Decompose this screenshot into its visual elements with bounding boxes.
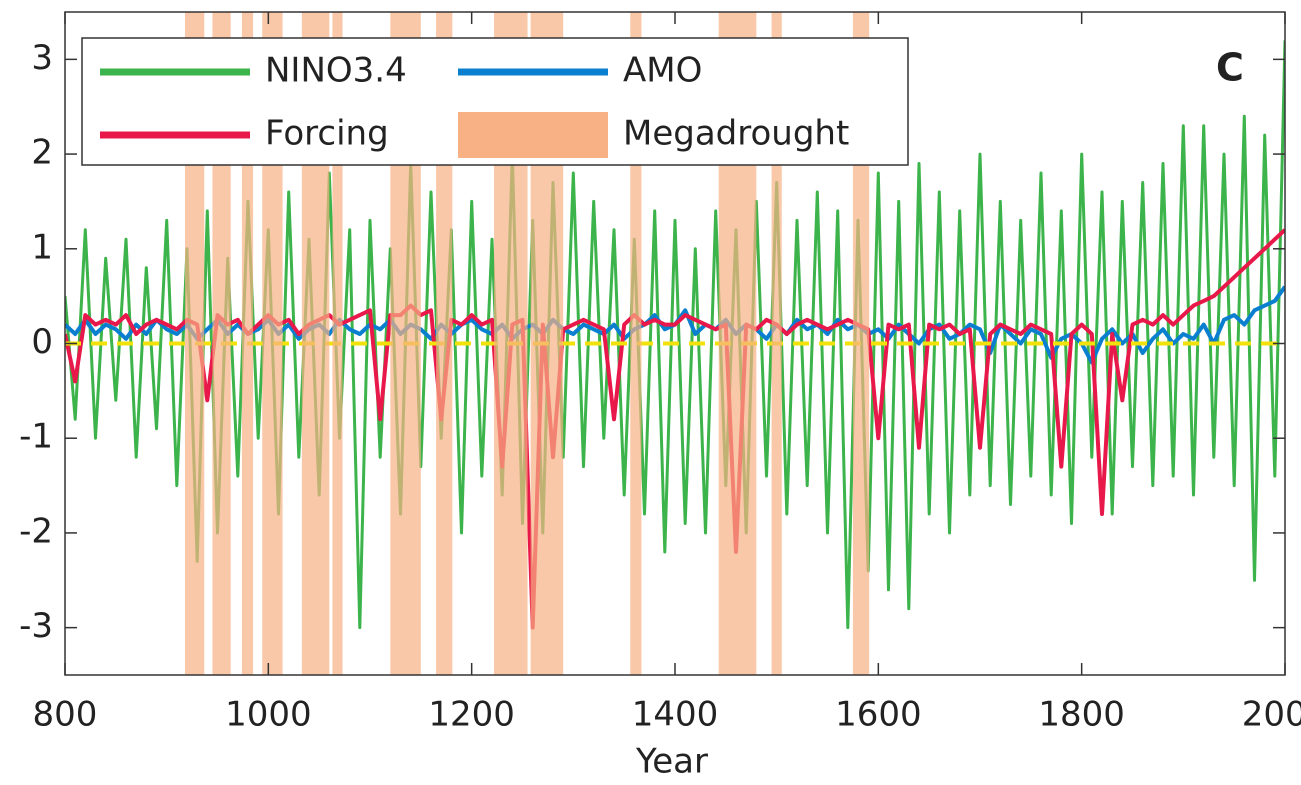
legend-label: NINO3.4 — [265, 51, 407, 91]
plot-layer — [65, 12, 1285, 675]
x-tick-label: 2000 — [1242, 695, 1301, 735]
x-axis-label: Year — [635, 742, 708, 782]
y-tick-label: 3 — [31, 38, 53, 78]
x-tick-label: 1200 — [428, 695, 515, 735]
megadrought-band — [241, 12, 254, 675]
x-tick-label: 800 — [33, 695, 98, 735]
y-tick-label: 1 — [31, 227, 53, 267]
y-tick-label: 0 — [31, 322, 53, 362]
megadrought-band — [630, 12, 642, 675]
y-tick-label: 2 — [31, 133, 53, 173]
legend: NINO3.4 AMO Forcing Megadrought — [81, 37, 909, 166]
megadrought-band — [436, 12, 453, 675]
x-tick-label: 1600 — [835, 695, 922, 735]
megadrought-band — [262, 12, 283, 675]
x-tick-label: 1400 — [632, 695, 719, 735]
x-tick-label: 1800 — [1038, 695, 1125, 735]
legend-label: Megadrought — [623, 114, 849, 154]
megadrought-band — [332, 12, 343, 675]
megadrought-band — [852, 12, 870, 675]
panel-label: C — [1216, 46, 1244, 90]
legend-label: Forcing — [265, 114, 389, 154]
megadrought-band — [212, 12, 231, 675]
legend-label: AMO — [623, 51, 702, 91]
megadrought-band — [184, 12, 205, 675]
y-tick-label: -2 — [19, 511, 53, 551]
legend-swatch — [458, 112, 608, 158]
y-tick-label: -3 — [19, 606, 53, 646]
megadrought-band — [771, 12, 782, 675]
x-tick-label: 1000 — [225, 695, 312, 735]
y-tick-label: -1 — [19, 417, 53, 457]
